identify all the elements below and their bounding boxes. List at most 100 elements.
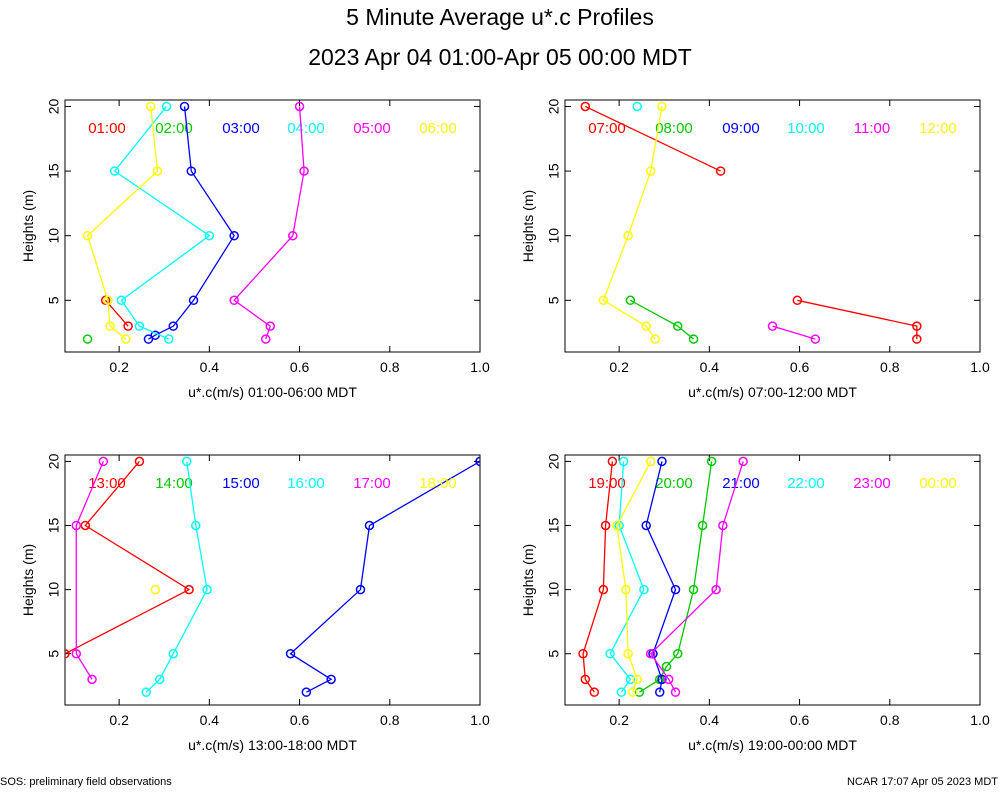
data-point: [116, 295, 127, 306]
data-point: [673, 321, 683, 331]
data-point: [639, 584, 649, 595]
y-tick-label: 20: [546, 453, 562, 469]
legend-label: 12:00: [919, 120, 957, 137]
data-point: [621, 584, 631, 595]
series-line: [645, 461, 677, 693]
data-point: [299, 166, 309, 176]
x-tick-label: 0.2: [109, 712, 129, 728]
data-point: [188, 295, 199, 306]
footer-note: SOS: preliminary field observations: [0, 776, 172, 788]
data-point: [123, 321, 133, 331]
data-point: [912, 334, 922, 344]
series-2100: [641, 456, 681, 697]
plot-frame: [564, 99, 981, 353]
data-point: [186, 166, 197, 176]
data-point: [82, 230, 93, 241]
data-point: [688, 584, 699, 595]
legend-label: 14:00: [155, 475, 193, 492]
y-tick-label: 15: [46, 518, 62, 534]
data-point: [632, 101, 642, 112]
legend-label: 06:00: [419, 120, 457, 137]
series-1600: [141, 456, 212, 697]
x-tick-label: 0.4: [200, 359, 220, 375]
legend-label: 03:00: [222, 120, 260, 137]
x-tick-label: 0.8: [380, 359, 400, 375]
x-tick-label: 0.6: [290, 359, 310, 375]
data-point: [612, 520, 622, 531]
data-point: [145, 101, 156, 112]
y-tick-label: 15: [46, 163, 62, 179]
series-1000: [632, 101, 642, 112]
data-point: [87, 674, 97, 685]
y-tick-label: 5: [46, 296, 62, 304]
data-point: [134, 456, 145, 467]
x-tick-label: 0.2: [609, 359, 629, 375]
x-tick-label: 0.8: [880, 712, 900, 728]
data-point: [697, 520, 708, 531]
data-point: [623, 230, 633, 241]
data-point: [285, 648, 296, 659]
series-line: [602, 106, 663, 340]
data-point: [182, 456, 192, 467]
x-tick-label: 1.0: [970, 712, 990, 728]
data-point: [202, 584, 212, 595]
data-point: [580, 101, 591, 112]
data-point: [625, 295, 636, 306]
data-point: [288, 230, 298, 241]
legend-label: 07:00: [588, 120, 626, 137]
data-point: [161, 101, 172, 112]
data-point: [294, 101, 305, 112]
x-tick-label: 0.2: [609, 712, 629, 728]
legend-label: 15:00: [222, 475, 260, 492]
x-tick-label: 0.8: [380, 712, 400, 728]
data-point: [657, 674, 667, 685]
data-point: [650, 334, 660, 344]
series-line: [582, 461, 614, 693]
y-tick-label: 15: [546, 518, 562, 534]
data-point: [229, 230, 239, 241]
x-axis-label: u*.c(m/s) 13:00-18:00 MDT: [188, 737, 357, 753]
series-line: [289, 460, 480, 693]
data-point: [355, 584, 366, 595]
legend-label: 16:00: [287, 475, 325, 492]
legend-label: 21:00: [722, 475, 760, 492]
y-axis-label: Heights (m): [20, 190, 36, 262]
series-line: [649, 461, 744, 693]
data-point: [98, 456, 109, 467]
y-axis-label: Heights (m): [520, 190, 536, 262]
legend-label: 09:00: [722, 120, 760, 137]
y-tick-label: 10: [46, 582, 62, 598]
y-tick-label: 20: [46, 453, 62, 469]
data-point: [82, 334, 93, 344]
data-point: [260, 334, 271, 344]
data-point: [204, 230, 215, 241]
data-point: [645, 648, 656, 659]
data-point: [71, 520, 82, 531]
data-point: [661, 661, 672, 672]
series-line: [616, 461, 652, 693]
series-line: [772, 325, 816, 340]
data-point: [143, 334, 154, 344]
series-0300: [143, 101, 239, 344]
data-point: [657, 456, 667, 467]
data-point: [109, 166, 120, 176]
series-2000: [634, 456, 717, 697]
data-point: [688, 334, 699, 344]
data-point: [673, 648, 683, 659]
x-axis-label: u*.c(m/s) 07:00-12:00 MDT: [688, 384, 857, 400]
series-line: [145, 461, 208, 693]
legend-label: 10:00: [787, 120, 825, 137]
data-point: [792, 295, 803, 306]
data-point: [598, 295, 609, 306]
y-axis-label: Heights (m): [20, 544, 36, 616]
y-tick-label: 10: [546, 582, 562, 598]
legend-label: 20:00: [655, 475, 693, 492]
x-tick-label: 0.6: [790, 359, 810, 375]
legend-label: 08:00: [655, 120, 693, 137]
plot-frame: [64, 454, 481, 706]
series-line: [113, 106, 211, 340]
legend-label: 02:00: [155, 120, 193, 137]
series-0000: [612, 456, 656, 697]
data-point: [364, 520, 375, 531]
plot-frame: [64, 99, 481, 353]
